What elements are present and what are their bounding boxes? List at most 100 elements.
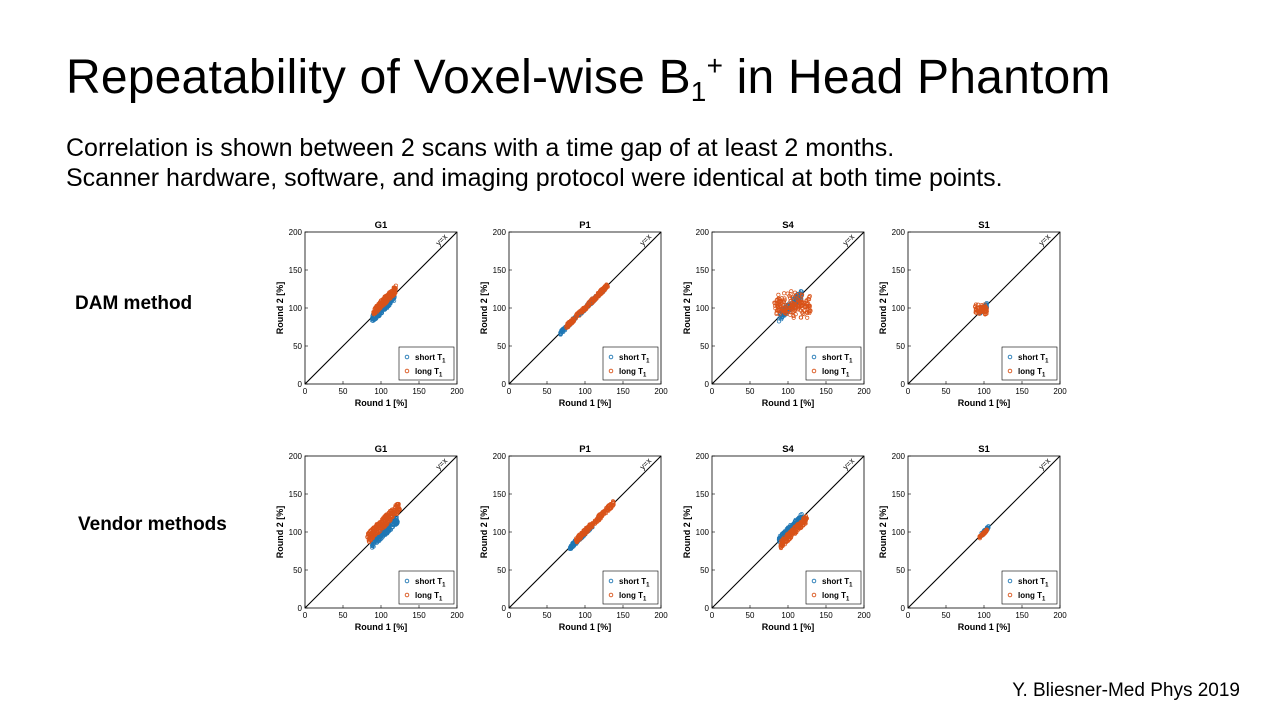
legend-label: long T1 bbox=[415, 367, 443, 379]
y-tick-label: 200 bbox=[493, 228, 507, 237]
data-point bbox=[375, 539, 380, 545]
x-tick-label: 150 bbox=[1015, 611, 1029, 620]
x-tick-label: 0 bbox=[507, 611, 512, 620]
x-tick-label: 50 bbox=[339, 611, 348, 620]
data-point bbox=[791, 315, 796, 320]
row-label-dam: DAM method bbox=[75, 293, 193, 314]
legend-label: short T1 bbox=[619, 353, 650, 365]
data-point bbox=[387, 519, 392, 524]
y-tick-label: 200 bbox=[289, 228, 303, 237]
data-point bbox=[607, 506, 612, 511]
y-tick-label: 0 bbox=[502, 380, 507, 389]
legend-marker bbox=[1007, 354, 1013, 360]
data-point bbox=[796, 307, 801, 312]
identity-annotation: y=x bbox=[841, 456, 856, 471]
series-long-t1 bbox=[365, 501, 402, 545]
x-tick-label: 150 bbox=[819, 611, 833, 620]
x-tick-label: 150 bbox=[1015, 387, 1029, 396]
x-tick-label: 150 bbox=[412, 611, 426, 620]
subtitle-line-2: Scanner hardware, software, and imaging … bbox=[66, 164, 1003, 192]
data-point bbox=[801, 302, 806, 307]
legend-label: short T1 bbox=[1018, 353, 1049, 365]
data-point bbox=[598, 288, 603, 293]
x-tick-label: 200 bbox=[857, 387, 871, 396]
y-tick-label: 100 bbox=[493, 528, 507, 537]
slide-title: Repeatability of Voxel-wise B1+ in Head … bbox=[66, 50, 1111, 108]
legend-label: long T1 bbox=[1018, 367, 1046, 379]
y-axis-label: Round 2 [%] bbox=[682, 282, 692, 335]
y-tick-label: 50 bbox=[293, 342, 302, 351]
data-point bbox=[805, 308, 810, 313]
data-point bbox=[790, 527, 795, 532]
x-tick-label: 150 bbox=[819, 387, 833, 396]
data-point bbox=[795, 518, 800, 523]
x-tick-label: 50 bbox=[746, 387, 755, 396]
legend: short T1 long T1 bbox=[805, 346, 862, 381]
y-tick-label: 0 bbox=[705, 604, 710, 613]
legend-marker bbox=[608, 368, 614, 374]
slide-subtitle: Correlation is shown between 2 scans wit… bbox=[66, 133, 1003, 193]
scatter-plot-2: P1 0 50 100 150 200 0 50 100 150 200 Round 1 [%] Rou… bbox=[479, 220, 668, 408]
y-tick-label: 50 bbox=[497, 342, 506, 351]
data-point bbox=[611, 500, 616, 505]
data-point bbox=[782, 291, 787, 296]
legend-box bbox=[602, 346, 659, 381]
x-tick-label: 200 bbox=[1053, 611, 1067, 620]
data-point bbox=[781, 299, 787, 304]
data-point bbox=[394, 511, 399, 516]
series-long-t1 bbox=[573, 499, 616, 545]
legend-label: long T1 bbox=[415, 591, 443, 603]
data-point bbox=[565, 323, 570, 328]
legend-label: short T1 bbox=[822, 353, 853, 365]
series-long-t1 bbox=[977, 527, 989, 541]
data-point bbox=[774, 310, 779, 315]
data-point bbox=[388, 511, 393, 516]
data-point bbox=[800, 521, 805, 526]
y-tick-label: 150 bbox=[493, 490, 507, 499]
data-point bbox=[778, 544, 783, 549]
legend-box bbox=[805, 346, 862, 381]
y-tick-label: 100 bbox=[289, 528, 303, 537]
legend-box bbox=[398, 346, 455, 381]
data-point bbox=[778, 311, 783, 316]
data-point bbox=[790, 522, 795, 527]
data-point bbox=[782, 296, 787, 301]
x-tick-label: 200 bbox=[1053, 387, 1067, 396]
y-tick-label: 200 bbox=[696, 228, 710, 237]
data-point bbox=[808, 308, 813, 313]
data-point bbox=[796, 522, 801, 527]
data-point bbox=[803, 305, 808, 310]
data-point bbox=[592, 520, 597, 525]
data-point bbox=[598, 516, 603, 521]
data-point bbox=[564, 325, 569, 330]
y-tick-label: 150 bbox=[289, 490, 303, 499]
y-tick-label: 100 bbox=[892, 528, 906, 537]
legend-marker bbox=[404, 368, 410, 374]
data-point bbox=[610, 502, 615, 507]
data-point bbox=[772, 300, 777, 305]
data-point bbox=[371, 532, 376, 537]
x-tick-label: 50 bbox=[543, 611, 552, 620]
x-tick-label: 150 bbox=[616, 611, 630, 620]
data-point bbox=[794, 293, 799, 298]
identity-annotation: y=x bbox=[434, 456, 449, 471]
data-point bbox=[382, 300, 387, 305]
data-point bbox=[386, 292, 392, 297]
y-tick-label: 0 bbox=[298, 380, 303, 389]
data-point bbox=[574, 537, 579, 542]
data-point bbox=[389, 508, 394, 514]
data-point bbox=[983, 307, 988, 312]
y-tick-label: 200 bbox=[892, 228, 906, 237]
data-point bbox=[775, 297, 780, 302]
data-point bbox=[593, 521, 598, 526]
data-point bbox=[586, 300, 591, 305]
data-point bbox=[391, 293, 396, 298]
data-point bbox=[579, 530, 584, 535]
y-tick-label: 150 bbox=[289, 266, 303, 275]
series-long-t1 bbox=[772, 289, 813, 320]
data-point bbox=[373, 304, 379, 310]
plot-title: P1 bbox=[579, 444, 591, 455]
data-point bbox=[392, 511, 397, 517]
x-tick-label: 0 bbox=[906, 611, 911, 620]
data-point bbox=[378, 526, 383, 531]
